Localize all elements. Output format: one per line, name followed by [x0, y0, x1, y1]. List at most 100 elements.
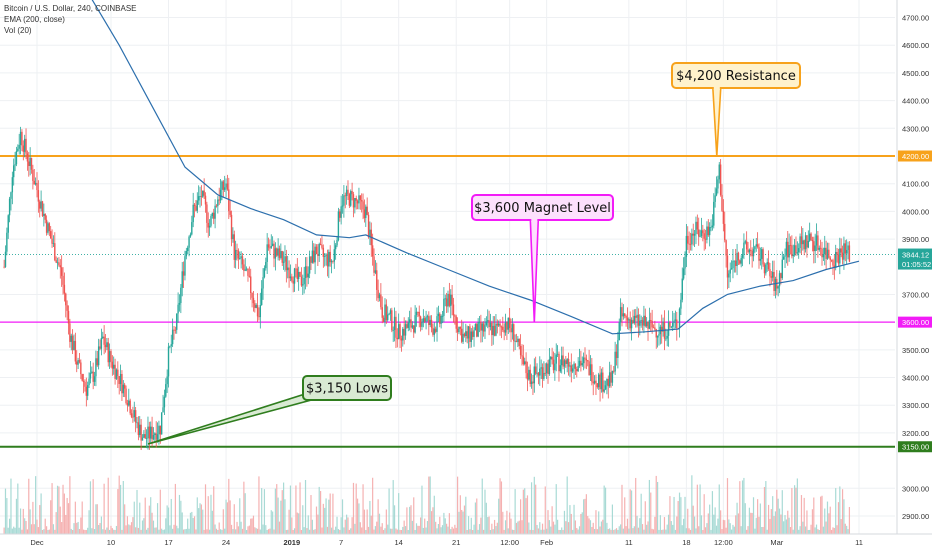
volume-bar	[188, 528, 190, 534]
candle-body	[282, 261, 285, 263]
volume-bar	[496, 522, 498, 534]
candle-body	[470, 331, 472, 342]
volume-bar	[504, 520, 507, 534]
candle-body	[565, 360, 567, 364]
candle-body	[813, 241, 815, 252]
candle-body	[493, 325, 496, 336]
volume-bar	[347, 517, 349, 534]
candle-body	[773, 271, 775, 291]
volume-bar	[4, 488, 7, 534]
volume-bar	[780, 514, 782, 534]
candle-body	[93, 376, 96, 382]
candle-body	[444, 298, 446, 300]
candle-body	[130, 413, 133, 417]
candle-body	[297, 272, 300, 279]
volume-bar	[43, 529, 45, 534]
volume-bar	[444, 518, 446, 534]
candle-body	[492, 325, 494, 336]
volume-bar	[776, 489, 778, 534]
candle-body	[84, 382, 86, 387]
candle-body	[491, 322, 493, 336]
candle-body	[518, 338, 520, 346]
volume-bar	[110, 525, 112, 534]
candle-body	[519, 345, 522, 356]
candle-body	[656, 335, 659, 338]
candle-body	[592, 381, 594, 384]
candle-body	[411, 325, 414, 328]
volume-bar	[510, 518, 512, 534]
candle-body	[802, 240, 804, 245]
candle-body	[381, 307, 383, 318]
candle-body	[489, 322, 492, 328]
candle-body	[60, 267, 63, 276]
volume-bar	[458, 511, 460, 534]
callout-box	[671, 62, 801, 89]
volume-bar	[414, 529, 416, 534]
volume-bar	[219, 529, 222, 534]
candle-body	[97, 346, 100, 366]
candle-body	[43, 213, 45, 216]
volume-bar	[291, 517, 293, 534]
volume-bar	[387, 524, 389, 534]
volume-bar	[680, 497, 682, 534]
candle-body	[47, 223, 49, 233]
candle-body	[477, 322, 479, 337]
volume-bar	[833, 527, 835, 534]
candle-body	[456, 328, 459, 333]
candle-body	[199, 196, 201, 197]
candle-body	[173, 329, 175, 331]
volume-bar	[622, 528, 624, 534]
volume-bar	[388, 488, 390, 534]
candle-body	[803, 240, 805, 250]
volume-bar	[843, 499, 845, 534]
volume-bar	[107, 477, 109, 534]
volume-bar	[583, 499, 585, 534]
volume-bar	[763, 487, 766, 534]
candle-body	[540, 367, 542, 369]
volume-bar	[180, 500, 182, 534]
candle-body	[613, 370, 615, 372]
candle-body	[265, 261, 267, 269]
volume-bar	[222, 509, 224, 534]
candle-body	[817, 235, 819, 250]
volume-bar	[385, 509, 387, 534]
candle-body	[239, 258, 241, 259]
volume-bar	[770, 509, 772, 534]
volume-bar	[189, 512, 192, 534]
candle-body	[821, 248, 823, 258]
volume-bar	[304, 479, 307, 534]
volume-bar	[730, 529, 733, 534]
volume-bar	[726, 478, 729, 534]
volume-bar	[711, 491, 714, 534]
volume-bar	[374, 526, 376, 534]
volume-bar	[778, 508, 781, 534]
volume-bar	[288, 509, 290, 534]
volume-bar	[587, 516, 589, 534]
candle-body	[648, 319, 651, 329]
candle-body	[521, 355, 523, 357]
candle-body	[359, 195, 362, 201]
volume-bar	[480, 517, 482, 534]
candle-body	[280, 251, 282, 258]
volume-bar	[150, 497, 152, 534]
time-axis: Dec 10 17 24 2019 7 14 21 12:00 Feb 11 18 12:00 Mar 11	[0, 533, 932, 550]
candle-body	[737, 252, 740, 261]
candle-body	[365, 206, 367, 219]
candle-body	[193, 204, 196, 207]
volume-bar	[337, 529, 339, 534]
volume-bar	[32, 501, 34, 534]
price-tick-label: 4600.00	[902, 41, 929, 50]
candle-body	[798, 248, 800, 253]
candle-body	[584, 357, 586, 359]
candle-body	[787, 241, 789, 258]
candle-body	[259, 305, 262, 318]
candle-body	[762, 249, 764, 265]
candle-body	[174, 329, 177, 331]
volume-bar	[441, 525, 444, 534]
candle-body	[424, 318, 426, 322]
volume-bar	[70, 528, 72, 534]
candle-body	[577, 365, 579, 372]
volume-bar	[383, 529, 385, 534]
volume-bar	[133, 501, 135, 534]
